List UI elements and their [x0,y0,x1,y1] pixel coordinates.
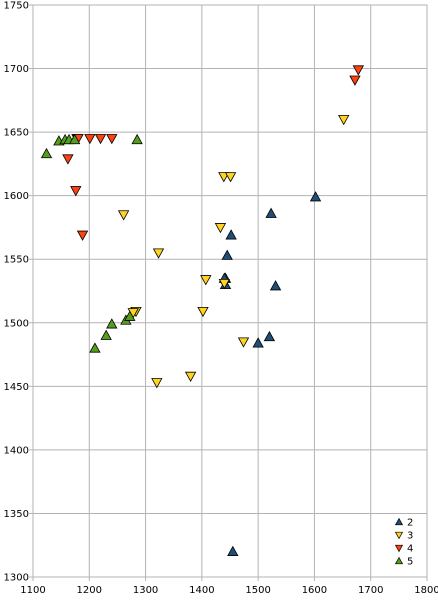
data-point-series-2 [265,207,277,218]
data-point-series-3 [152,248,165,259]
y-tick-label: 1300 [4,573,29,584]
data-point-series-4 [94,134,107,145]
axes [29,4,428,581]
y-tick-label: 1650 [4,128,29,139]
data-point-series-3 [218,172,230,183]
data-point-series-3 [151,378,163,389]
data-point-series-4 [76,230,89,241]
legend-marker-series-5 [394,556,404,565]
legend: 2 3 4 5 [394,517,413,568]
data-point-series-5 [89,342,101,353]
data-point-series-3 [214,223,227,234]
data-point-series-3 [197,306,209,318]
x-tick-label: 1600 [302,585,327,596]
legend-marker-series-3 [394,531,404,540]
data-point-series-2 [269,280,282,291]
data-point-series-4 [84,134,96,145]
data-point-series-2 [227,545,239,556]
data-point-series-2 [309,191,322,202]
data-point-series-2 [221,249,233,260]
x-tick-label: 1800 [414,585,438,596]
data-point-series-5 [124,310,136,321]
data-point-series-2 [225,229,237,240]
data-point-series-5 [131,133,143,145]
legend-marker-series-2 [394,517,404,526]
y-tick-label: 1600 [4,191,29,202]
x-tick-label: 1200 [77,585,102,596]
x-tick-label: 1500 [245,585,270,596]
data-point-series-3 [200,275,212,286]
y-tick-label: 1750 [4,1,29,12]
data-point-series-3 [117,210,130,221]
x-tick-label: 1300 [133,585,158,596]
data-point-series-4 [349,75,361,86]
data-point-series-4 [70,186,82,197]
data-point-series-5 [68,133,81,145]
data-point-series-3 [224,172,237,183]
plot-border [32,4,428,578]
x-tick-label: 1700 [358,585,383,596]
legend-label-series-5: 5 [407,557,413,568]
data-point-series-4 [352,65,365,76]
y-tick-label: 1500 [4,318,29,329]
data-point-series-3 [184,371,197,382]
legend-marker-series-4 [394,544,404,553]
legend-label-series-4: 4 [407,544,413,555]
y-tick-label: 1400 [4,445,29,456]
y-tick-label: 1700 [4,64,29,75]
data-point-series-3 [237,337,250,348]
data-point-series-5 [40,147,53,159]
data-point-series-5 [106,318,118,329]
plot-area [33,5,427,577]
legend-label-series-2: 2 [407,518,413,529]
legend-label-series-3: 3 [407,531,413,542]
data-point-series-3 [338,115,350,126]
x-tick-label: 1100 [20,585,45,596]
data-point-series-5 [100,329,112,340]
x-tick-label: 1400 [189,585,214,596]
y-tick-label: 1450 [4,382,29,393]
y-tick-label: 1350 [4,509,29,520]
data-point-series-2 [263,330,276,342]
data-point-series-4 [106,134,118,145]
y-tick-label: 1550 [4,255,29,266]
data-point-series-2 [252,337,264,348]
tick-labels: 1100 1200 1300 1400 1500 1600 1700 1800 1300 1350… [4,1,438,597]
data-point-series-4 [62,154,74,165]
data-point-series-3 [218,278,231,290]
data-points [40,65,365,556]
